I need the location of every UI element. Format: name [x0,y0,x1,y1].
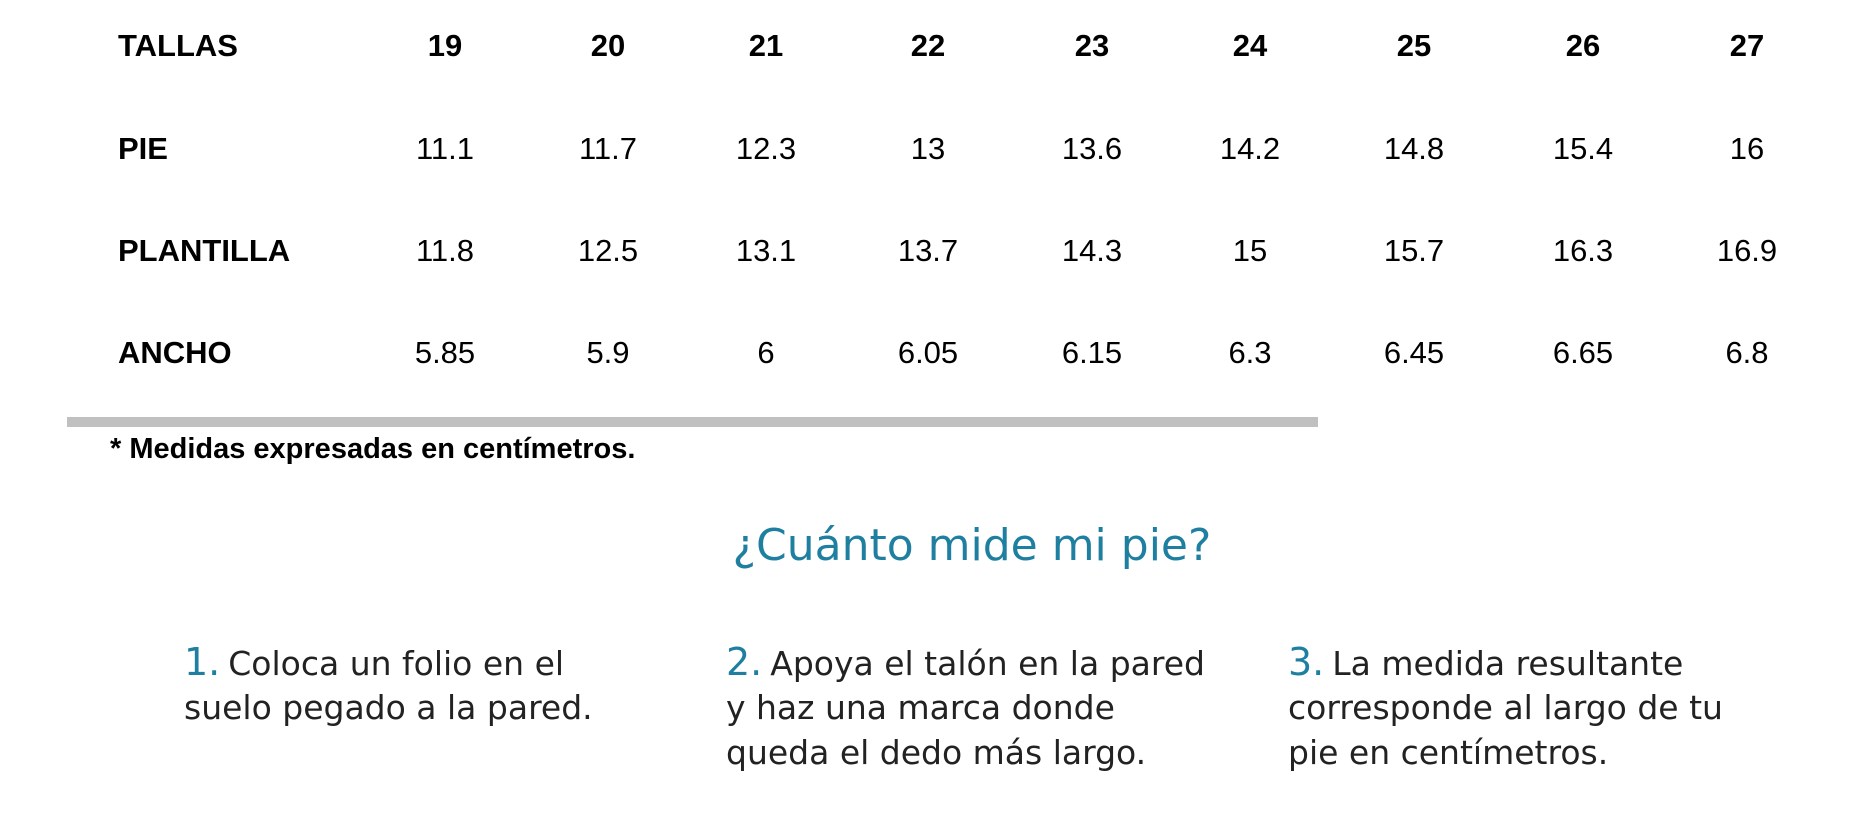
cell: 15 [1232,233,1268,268]
step-text: y haz una marca donde [726,688,1115,727]
step-text: corresponde al largo de tu [1288,688,1723,727]
cell: 11.8 [415,233,475,268]
cell: 6.15 [1061,335,1123,370]
row-label: PLANTILLA [118,233,291,268]
size-header: 19 [427,28,463,63]
cell: 13 [910,131,946,166]
step-text: suelo pegado a la pared. [184,688,593,727]
step-line: suelo pegado a la pared. [184,685,593,730]
cell: 14.2 [1219,131,1281,166]
cell: 11.7 [578,131,638,166]
row-label: TALLAS [118,28,238,63]
cell: 13.7 [897,233,959,268]
step-line: corresponde al largo de tu [1288,685,1723,730]
size-header: 20 [590,28,626,63]
size-header: 27 [1729,28,1765,63]
size-header: 23 [1074,28,1110,63]
cell: 6.05 [897,335,959,370]
cell: 6.8 [1725,335,1769,370]
step-line: 1. Coloca un folio en el [184,640,593,685]
size-header: 24 [1232,28,1268,63]
row-label: ANCHO [118,335,232,370]
cell: 13.1 [735,233,797,268]
size-header: 26 [1565,28,1601,63]
step-number: 2. [726,640,763,684]
cell: 6 [757,335,775,370]
size-header: 22 [910,28,946,63]
cell: 5.9 [586,335,630,370]
cell: 13.6 [1061,131,1123,166]
cell: 16.9 [1716,233,1778,268]
cell: 5.85 [414,335,476,370]
cell: 14.3 [1061,233,1123,268]
cell: 16 [1729,131,1765,166]
step-text: queda el dedo más largo. [726,733,1147,772]
footnote: * Medidas expresadas en centímetros. [110,433,636,465]
step-line: 3. La medida resultante [1288,640,1723,685]
cell: 15.4 [1552,131,1614,166]
cell: 6.45 [1383,335,1445,370]
size-header: 25 [1396,28,1432,63]
cell: 14.8 [1383,131,1445,166]
row-label: PIE [118,131,168,166]
cell: 6.3 [1228,335,1272,370]
heading: ¿Cuánto mide mi pie? [732,520,1212,571]
step-number: 3. [1288,640,1325,684]
step-line: queda el dedo más largo. [726,730,1205,775]
size-header: 21 [748,28,784,63]
step: 3. La medida resultante corresponde al lar… [1288,640,1723,775]
step: 1. Coloca un folio en el suelo pegado a la… [184,640,593,730]
step-text: Apoya el talón en la pared [770,644,1205,683]
cell: 11.1 [415,131,475,166]
cell: 12.5 [577,233,639,268]
cell: 6.65 [1552,335,1614,370]
step-line: y haz una marca donde [726,685,1205,730]
step-line: 2. Apoya el talón en la pared [726,640,1205,685]
cell: 16.3 [1552,233,1614,268]
step-text: Coloca un folio en el [228,644,565,683]
cell: 12.3 [735,131,797,166]
cell: 15.7 [1383,233,1445,268]
step-text: La medida resultante [1332,644,1684,683]
step-number: 1. [184,640,221,684]
step-line: pie en centímetros. [1288,730,1723,775]
divider [67,417,1318,427]
step-text: pie en centímetros. [1288,733,1609,772]
step: 2. Apoya el talón en la pared y haz una ma… [726,640,1205,775]
